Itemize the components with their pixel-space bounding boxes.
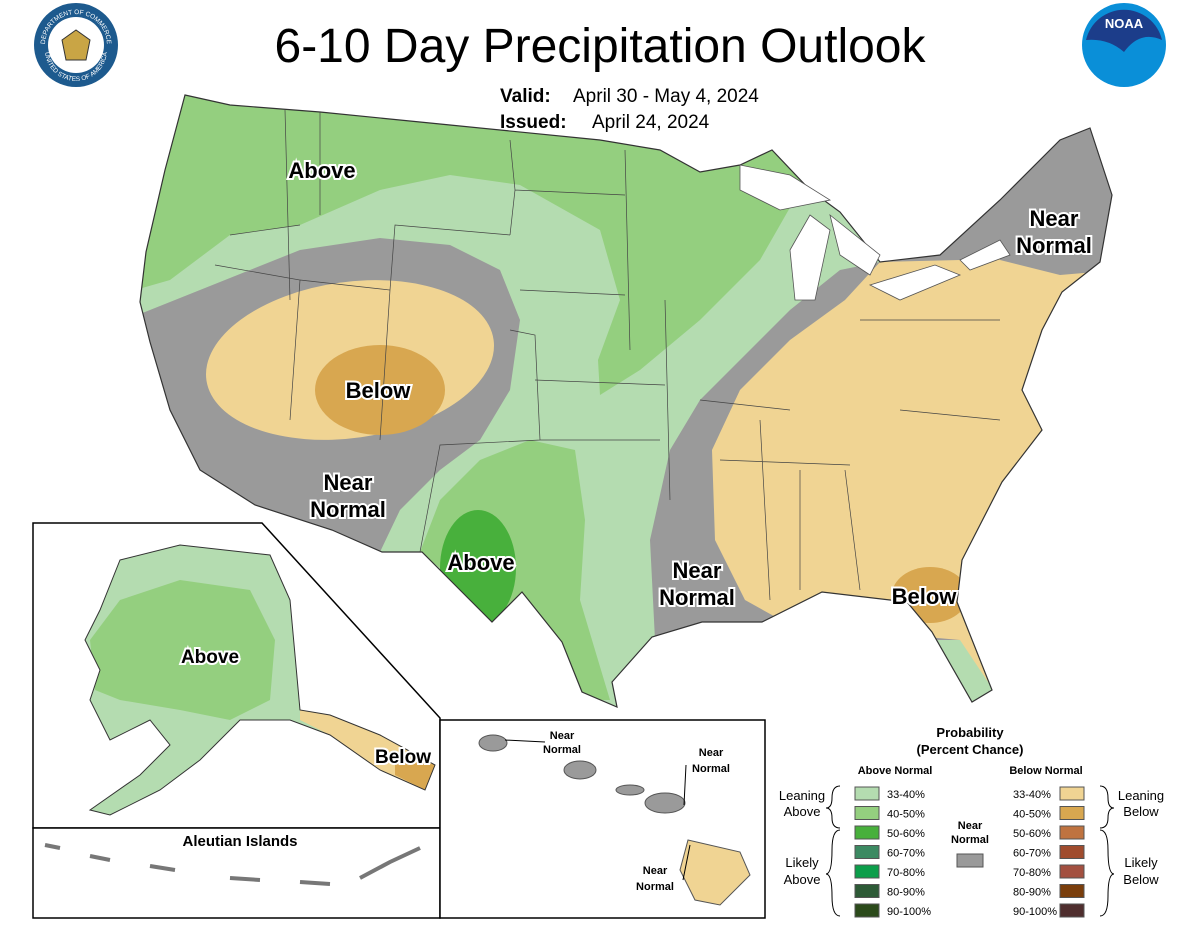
noaa-logo: NOAA (1082, 3, 1166, 87)
valid-dates: April 30 - May 4, 2024 (573, 86, 759, 107)
label-near: Near (1030, 206, 1079, 231)
hawaii-islands (478, 734, 686, 814)
aleutian-islands (44, 843, 421, 886)
legend-swatch (854, 903, 880, 918)
hi-label-near: Near (643, 865, 668, 877)
label-normal: Normal (659, 585, 735, 610)
legend-swatch (854, 825, 880, 840)
below-heading: Below Normal (1009, 765, 1082, 777)
ak-label-below: Below (375, 747, 431, 768)
likely-below: Likely (1124, 855, 1158, 870)
legend-swatch (1059, 864, 1085, 879)
legend-swatch (1059, 806, 1085, 820)
seal-shield (61, 29, 91, 61)
likely-above: Above (784, 872, 821, 887)
big-island (679, 839, 751, 906)
legend-swatch (854, 845, 880, 859)
kauai (478, 734, 508, 752)
oahu (563, 760, 597, 780)
legend-swatch (1059, 884, 1085, 898)
title: 6-10 Day Precipitation Outlook (275, 20, 927, 73)
near-label: Near (958, 820, 983, 832)
legend-swatch (854, 884, 880, 898)
molokai (615, 784, 645, 796)
doc-seal: DEPARTMENT OF COMMERCE UNITED STATES OF … (34, 3, 118, 87)
noaa-text: NOAA (1105, 16, 1144, 31)
alaska-outline (84, 544, 436, 816)
noaa-top (1086, 9, 1162, 53)
label-above: Above (288, 158, 355, 183)
label-normal: Normal (310, 497, 386, 522)
label-near: Near (673, 558, 722, 583)
hawaii-leaders (504, 739, 691, 881)
likely-below: Below (1123, 872, 1159, 887)
legend-range: 40-50% (1013, 809, 1051, 821)
maui (644, 792, 686, 814)
legend-range: 80-90% (1013, 887, 1051, 899)
legend: Probability (Percent Chance) Above Norma… (779, 725, 1164, 918)
near-label: Normal (951, 834, 989, 846)
hi-label-near: Near (550, 730, 575, 742)
legend-swatch (854, 786, 880, 801)
label-near: Near (324, 470, 373, 495)
leaning-below: Leaning (1118, 788, 1164, 803)
legend-range: 70-80% (887, 867, 925, 879)
leaning-below: Below (1123, 804, 1159, 819)
legend-swatch (956, 853, 984, 868)
legend-range: 80-90% (887, 887, 925, 899)
label-normal: Normal (1016, 233, 1092, 258)
hi-label-normal: Normal (692, 763, 730, 775)
above-heading: Above Normal (858, 765, 933, 777)
legend-range: 90-100% (1013, 906, 1057, 918)
leaning-above: Above (784, 804, 821, 819)
hi-label-normal: Normal (543, 744, 581, 756)
legend-range: 50-60% (887, 828, 925, 840)
legend-swatch (1059, 825, 1085, 840)
legend-title: Probability (936, 725, 1004, 740)
hi-label-normal: Normal (636, 881, 674, 893)
legend-range: 40-50% (887, 809, 925, 821)
legend-title: (Percent Chance) (917, 742, 1024, 757)
valid-label: Valid: (500, 86, 551, 107)
legend-swatch (854, 806, 880, 820)
legend-range: 50-60% (1013, 828, 1051, 840)
ak-below-core (395, 755, 435, 790)
states (214, 109, 1001, 601)
legend-range: 90-100% (887, 906, 931, 918)
legend-range: 60-70% (887, 848, 925, 860)
ak-label-above: Above (181, 647, 239, 668)
aleutian-title: Aleutian Islands (182, 833, 297, 850)
legend-range: 33-40% (1013, 789, 1051, 801)
issued-date: April 24, 2024 (592, 112, 710, 133)
state-lines (214, 109, 1011, 601)
label-below: Below (892, 584, 958, 609)
legend-swatch (854, 864, 880, 879)
legend-swatch (1059, 786, 1085, 801)
label-below: Below (346, 378, 412, 403)
likely-above: Likely (785, 855, 819, 870)
label-above: Above (447, 550, 514, 575)
legend-range: 60-70% (1013, 848, 1051, 860)
issued-label: Issued: (500, 112, 567, 133)
legend-range: 33-40% (887, 789, 925, 801)
region-below-west-core (315, 345, 445, 435)
hi-label-near: Near (699, 747, 724, 759)
legend-range: 70-80% (1013, 867, 1051, 879)
legend-brackets (825, 785, 1115, 917)
leaning-above: Leaning (779, 788, 825, 803)
great-lakes (739, 164, 1011, 301)
legend-swatch (1059, 845, 1085, 859)
ak-above (90, 580, 275, 720)
legend-swatch (1059, 903, 1085, 918)
